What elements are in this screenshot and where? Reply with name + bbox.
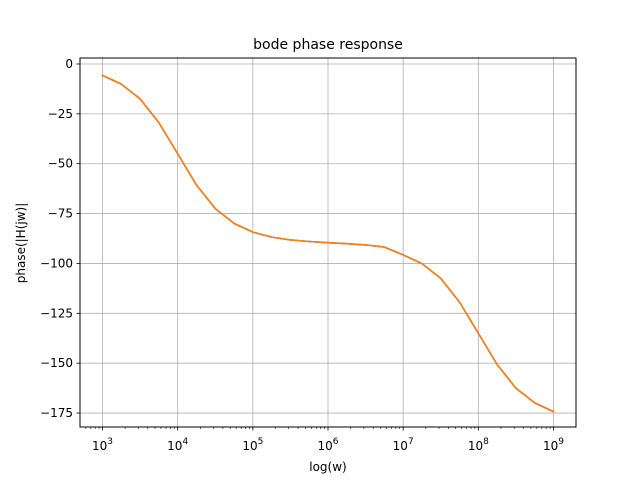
chart-title: bode phase response	[253, 37, 403, 53]
y-tick-label: 0	[65, 57, 73, 71]
y-tick-label: −50	[48, 157, 73, 171]
x-axis-ticks: 103 104 105 106 107 108 109	[85, 427, 564, 453]
y-tick-label: −100	[40, 256, 73, 270]
y-tick-label: −150	[40, 356, 73, 370]
grid	[80, 58, 576, 427]
y-axis-label: phase(|H(jw)|	[14, 203, 28, 284]
y-tick-label: −75	[48, 207, 73, 221]
y-axis-ticks: 0 −25 −50 −75 −100 −125 −150 −175	[40, 57, 80, 420]
x-tick-label: 104	[167, 437, 188, 453]
x-tick-label: 106	[317, 437, 338, 453]
x-tick-label: 103	[92, 437, 113, 453]
x-tick-label: 107	[393, 437, 414, 453]
y-tick-label: −175	[40, 406, 73, 420]
y-tick-label: −125	[40, 306, 73, 320]
x-tick-label: 109	[543, 437, 564, 453]
x-tick-label: 108	[468, 437, 489, 453]
x-tick-label: 105	[242, 437, 263, 453]
y-tick-label: −25	[48, 107, 73, 121]
series-line-2	[101, 74, 555, 413]
x-axis-label: log(w)	[309, 460, 346, 474]
series-group	[101, 74, 555, 413]
